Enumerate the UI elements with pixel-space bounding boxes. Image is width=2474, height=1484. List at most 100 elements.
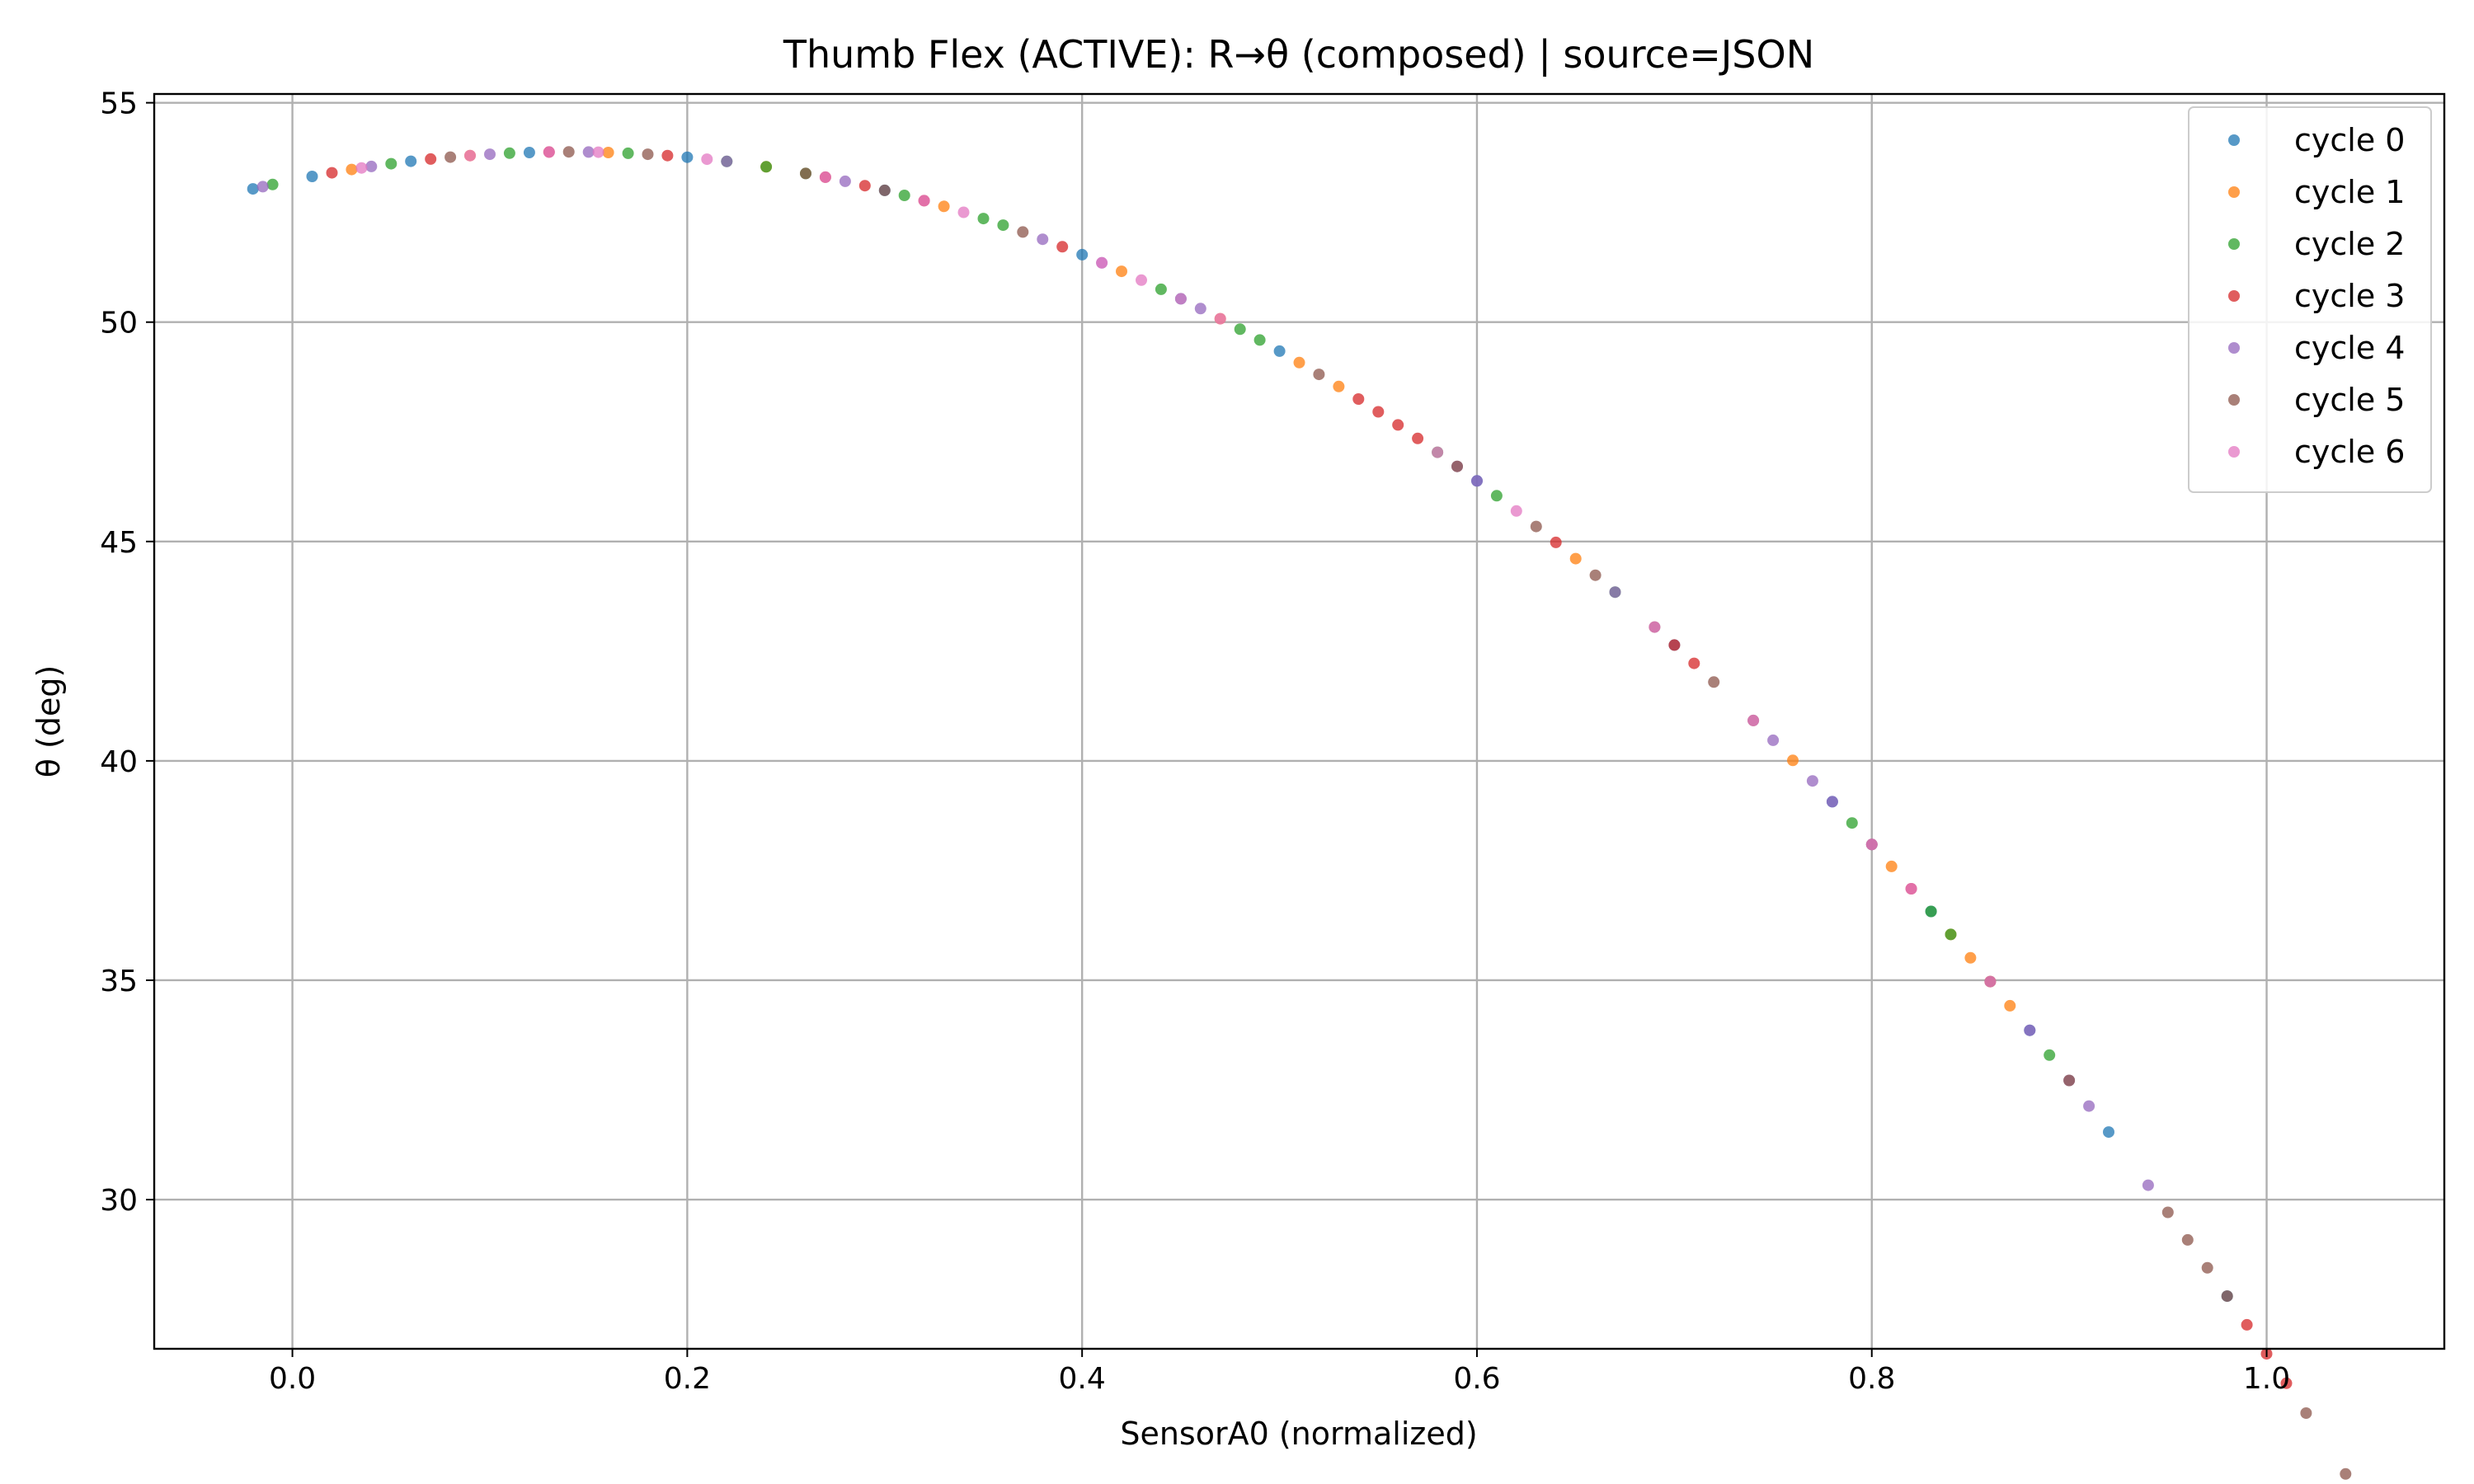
data-point-cycle-3 (1392, 419, 1404, 431)
data-point-cycle-4 (1194, 303, 1206, 315)
data-point-cycle-3 (425, 153, 437, 165)
data-point-cycle-3 (858, 180, 871, 192)
x-tick-label: 0.2 (664, 1362, 711, 1396)
data-point-cycle-6 (918, 195, 930, 207)
data-point-cycle-1 (1293, 356, 1305, 369)
data-point-cycle-2 (1846, 817, 1858, 829)
data-point-cycle-0 (1273, 345, 1286, 357)
data-point-cycle-0 (306, 171, 318, 182)
data-point-cycle-3 (1668, 639, 1681, 651)
legend-marker (2228, 134, 2240, 146)
data-point-cycle-4 (256, 181, 269, 193)
data-point-cycle-3 (1352, 393, 1365, 405)
data-point-cycle-2 (1155, 283, 1167, 295)
data-point-cycle-1 (938, 200, 950, 213)
data-point-cycle-4 (2083, 1100, 2095, 1112)
data-point-cycle-6 (1649, 621, 1661, 633)
x-tick-label: 0.8 (1848, 1362, 1895, 1396)
data-point-cycle-4 (1767, 734, 1780, 746)
x-tick-label: 1.0 (2243, 1362, 2290, 1396)
data-point-cycle-5 (2161, 1206, 2174, 1219)
data-point-cycle-6 (1865, 838, 1878, 851)
data-point-cycle-6 (1136, 274, 1147, 286)
legend-marker (2228, 238, 2240, 250)
data-point-cycle-5 (1530, 520, 1542, 533)
data-point-cycle-5 (878, 184, 891, 196)
y-tick-label: 40 (100, 745, 138, 779)
data-point-cycle-4 (365, 160, 378, 172)
data-point-cycle-1 (1116, 265, 1127, 278)
data-point-cycle-5 (1451, 460, 1463, 472)
data-point-cycle-2 (622, 147, 634, 159)
legend-marker (2228, 342, 2240, 354)
x-axis-label: SensorA0 (normalized) (1120, 1416, 1477, 1452)
data-point-cycle-1 (602, 147, 614, 158)
data-point-cycle-1 (1787, 754, 1799, 767)
data-point-cycle-5 (1017, 226, 1029, 238)
data-point-cycle-5 (2201, 1261, 2213, 1274)
data-point-cycle-0 (2103, 1126, 2114, 1139)
plot-frame (153, 92, 2446, 1350)
data-point-cycle-5 (1589, 569, 1602, 581)
data-point-cycle-3 (1550, 536, 1562, 548)
data-point-cycle-2 (1490, 490, 1503, 502)
data-point-cycle-4 (2142, 1179, 2154, 1191)
data-point-cycle-4 (1037, 233, 1049, 246)
data-point-cycle-6 (957, 206, 970, 218)
legend-marker (2228, 394, 2240, 406)
legend-entry-label: cycle 0 (2294, 122, 2405, 158)
data-point-cycle-2 (1945, 928, 1957, 941)
data-point-cycle-2 (266, 178, 279, 190)
data-point-cycle-3 (1688, 657, 1700, 669)
data-point-cycle-6 (701, 153, 713, 166)
data-point-cycle-3 (326, 167, 338, 179)
data-point-cycle-4 (1609, 586, 1621, 599)
data-point-cycle-5 (1313, 369, 1325, 381)
y-axis-label: θ (deg) (31, 665, 67, 778)
data-point-cycle-2 (1253, 334, 1266, 346)
legend-entry-label: cycle 5 (2294, 382, 2405, 418)
data-point-cycle-1 (1964, 951, 1977, 964)
data-point-cycle-6 (1432, 446, 1444, 458)
data-point-cycle-3 (661, 149, 674, 162)
data-point-cycle-4 (1826, 796, 1838, 808)
data-point-cycle-5 (800, 167, 811, 180)
data-point-cycle-3 (1056, 241, 1069, 253)
legend-entry-label: cycle 6 (2294, 434, 2405, 470)
data-point-cycle-0 (405, 155, 417, 167)
data-point-cycle-2 (898, 190, 910, 201)
y-tick-label: 35 (100, 965, 138, 998)
data-point-cycle-6 (1174, 293, 1187, 305)
y-tick-label: 55 (100, 87, 138, 121)
data-point-cycle-6 (1984, 975, 1997, 988)
data-point-cycle-5 (2181, 1233, 2194, 1246)
data-point-cycle-1 (1885, 860, 1898, 872)
data-point-cycle-2 (977, 213, 990, 225)
data-point-cycle-6 (355, 162, 368, 174)
data-point-cycle-2 (503, 147, 515, 159)
data-point-cycle-6 (464, 149, 476, 162)
data-point-cycle-3 (1412, 432, 1424, 444)
legend-box (2188, 106, 2432, 493)
data-point-cycle-5 (1708, 676, 1720, 688)
data-point-cycle-4 (1471, 475, 1483, 487)
legend-entry-label: cycle 3 (2294, 278, 2405, 314)
data-point-cycle-5 (444, 151, 457, 163)
x-tick-label: 0.4 (1059, 1362, 1106, 1396)
data-point-cycle-5 (2340, 1468, 2352, 1480)
legend-entry-label: cycle 4 (2294, 330, 2405, 366)
legend-entry-label: cycle 2 (2294, 226, 2405, 262)
data-point-cycle-2 (1925, 905, 1937, 918)
data-point-cycle-4 (484, 148, 496, 161)
data-point-cycle-6 (1510, 505, 1522, 517)
y-tick-label: 30 (100, 1184, 138, 1218)
x-tick-label: 0.6 (1453, 1362, 1500, 1396)
data-point-cycle-5 (562, 146, 575, 158)
legend-marker (2228, 446, 2240, 458)
legend-marker (2228, 290, 2240, 302)
data-point-cycle-6 (543, 146, 555, 158)
data-point-cycle-1 (1333, 380, 1345, 392)
data-point-cycle-0 (681, 151, 694, 163)
legend-marker (2228, 186, 2240, 198)
